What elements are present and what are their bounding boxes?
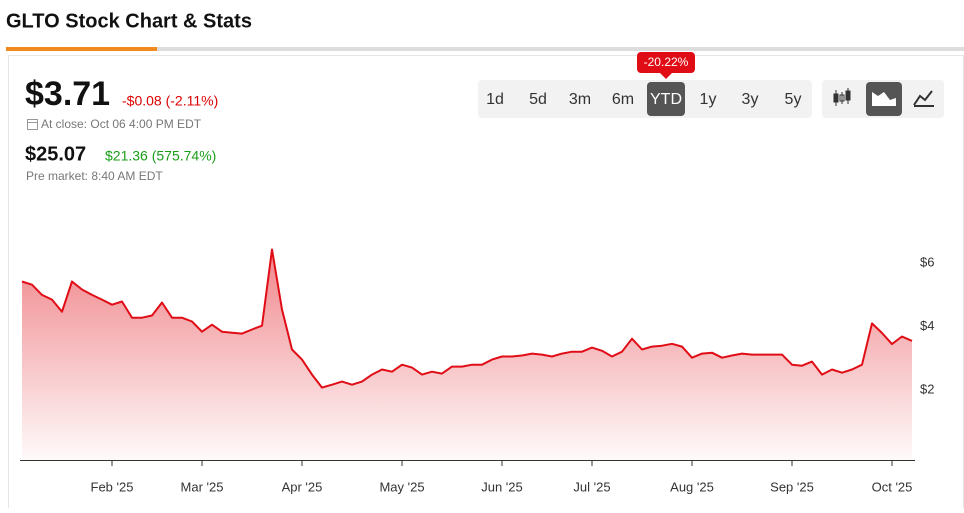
candle-button[interactable] xyxy=(833,88,851,106)
tab-active xyxy=(6,47,157,51)
line xyxy=(21,248,913,389)
range-button[interactable]: 3m xyxy=(569,91,591,108)
x-tick-label: Oct '25 xyxy=(872,479,913,494)
range-group xyxy=(478,80,812,118)
premarket-change: $21.36 (575.74%) xyxy=(105,148,216,164)
x-tick-label: May '25 xyxy=(379,479,424,494)
y-tick-label: $4 xyxy=(920,318,934,333)
x-tick-label: Feb '25 xyxy=(91,479,134,494)
price-change: -$0.08 (-2.11%) xyxy=(122,93,218,109)
range-button[interactable]: 1d xyxy=(486,91,504,108)
range-button[interactable]: 5y xyxy=(785,91,802,108)
tab-track xyxy=(6,47,964,51)
area xyxy=(22,249,912,460)
calendar-icon xyxy=(27,119,38,130)
price: $3.71 xyxy=(25,75,110,113)
y-tick-label: $2 xyxy=(920,382,934,397)
area-icon xyxy=(872,92,896,106)
line-button[interactable] xyxy=(913,90,934,107)
range-badge: -20.22% xyxy=(637,52,695,79)
close-time: At close: Oct 06 4:00 PM EDT xyxy=(41,117,202,131)
range-badge-label: -20.22% xyxy=(644,55,689,69)
premarket-time: Pre market: 8:40 AM EDT xyxy=(26,169,163,183)
premarket-price: $25.07 xyxy=(25,143,86,165)
x-tick-label: Aug '25 xyxy=(670,479,714,494)
range-button[interactable]: YTD xyxy=(650,91,682,108)
x-tick-label: Jun '25 xyxy=(481,479,523,494)
x-tick-label: Sep '25 xyxy=(770,479,814,494)
x-tick-label: Apr '25 xyxy=(282,479,323,494)
x-tick-label: Jul '25 xyxy=(573,479,610,494)
range-button[interactable]: 3y xyxy=(742,91,759,108)
range-button-active[interactable] xyxy=(647,82,685,116)
range-button[interactable]: 1y xyxy=(700,91,717,108)
range-button[interactable]: 5d xyxy=(529,91,547,108)
page-title: GLTO Stock Chart & Stats xyxy=(6,10,252,32)
x-tick-label: Mar '25 xyxy=(181,479,224,494)
y-tick-label: $6 xyxy=(920,255,934,270)
range-button[interactable]: 6m xyxy=(612,91,634,108)
